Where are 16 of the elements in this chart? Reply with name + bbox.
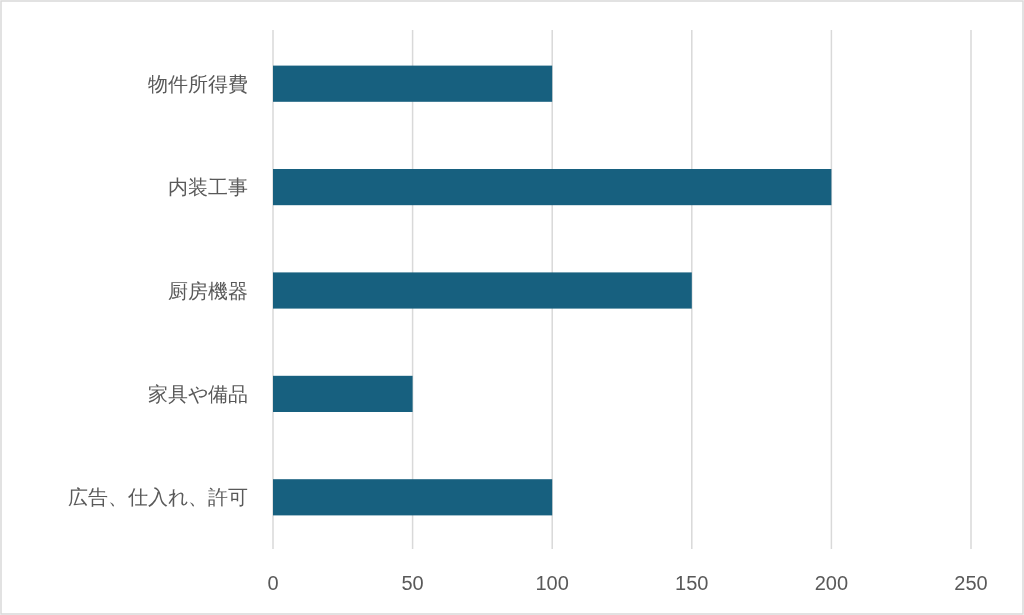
bar — [273, 375, 413, 412]
x-tick-label: 0 — [267, 572, 279, 594]
x-tick-label: 150 — [675, 572, 709, 594]
x-tick-label: 50 — [401, 572, 424, 594]
y-tick-label: 内装工事 — [168, 176, 248, 199]
bar — [273, 169, 832, 206]
x-tick-label: 250 — [954, 572, 988, 594]
y-tick-label: 物件所得費 — [148, 72, 248, 95]
y-tick-label: 家具や備品 — [148, 382, 248, 405]
bar — [273, 479, 553, 516]
bar — [273, 65, 553, 102]
x-tick-label: 100 — [535, 572, 569, 594]
y-tick-label: 厨房機器 — [168, 279, 248, 302]
x-tick-label: 200 — [814, 572, 849, 594]
bar — [273, 272, 692, 309]
y-tick-label: 広告、仕入れ、許可 — [68, 486, 248, 509]
